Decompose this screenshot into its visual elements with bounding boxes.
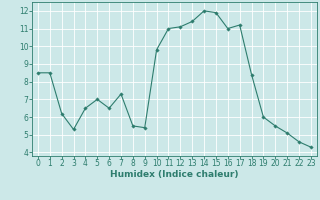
X-axis label: Humidex (Indice chaleur): Humidex (Indice chaleur) bbox=[110, 170, 239, 179]
